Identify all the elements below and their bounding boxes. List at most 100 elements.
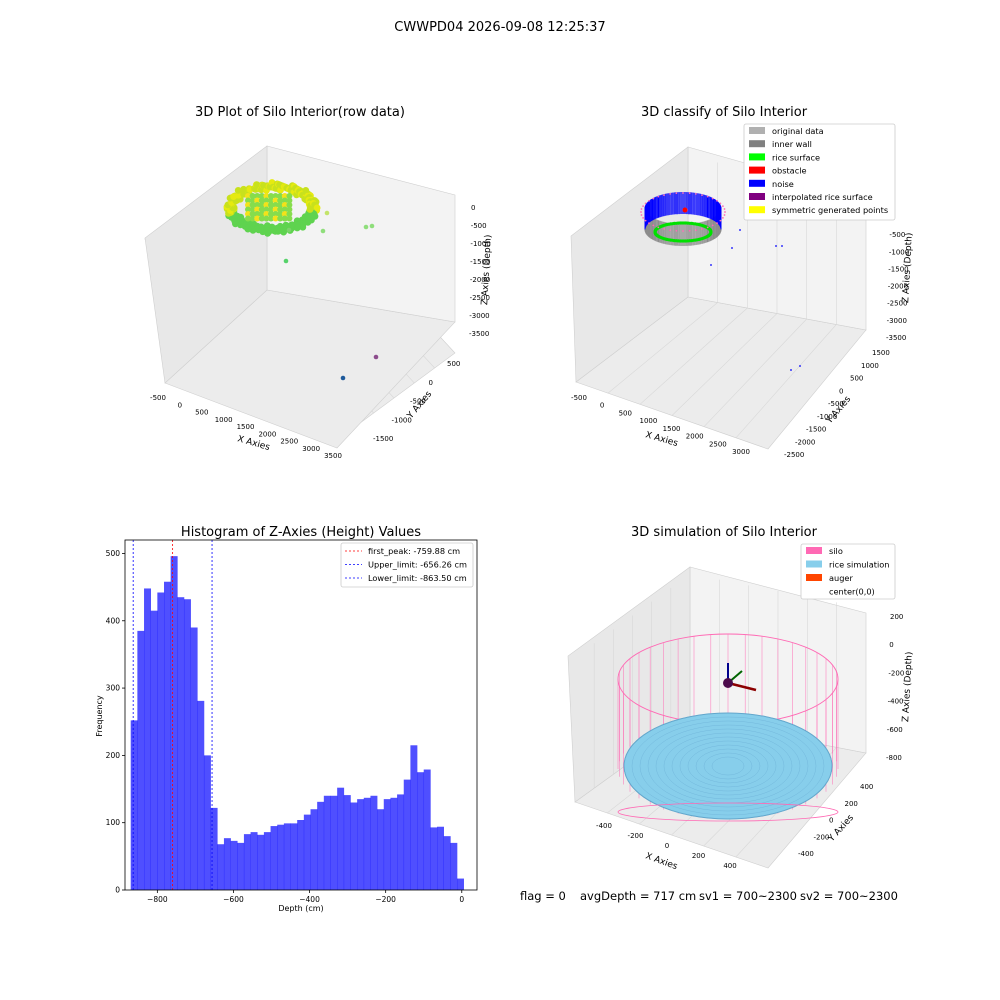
raw-data-point	[263, 215, 270, 222]
classify-noise-point	[799, 365, 801, 367]
histogram-bar	[383, 799, 391, 890]
raw-data-point	[245, 211, 251, 217]
classify-x-tick-label: 2000	[686, 433, 704, 441]
silo-bottom-rim	[617, 802, 839, 822]
histogram-bar	[250, 832, 258, 890]
raw-data-point	[272, 193, 279, 199]
raw-data-point	[281, 197, 288, 204]
classify-y-tick-label: -1000	[817, 413, 837, 421]
classify-y-tick-label: -500	[828, 400, 844, 408]
simulation-y-tick-label: -200	[814, 833, 830, 841]
classify-x-tick-label: 3000	[732, 448, 750, 456]
raw-data-point	[245, 206, 251, 213]
classify-z-tick-label: -1000	[889, 248, 909, 256]
classify-floor-grid	[639, 307, 748, 405]
classify-symmetric-point	[669, 193, 671, 195]
simulation-x-tick-label: -400	[596, 822, 612, 830]
classify-symmetric-point	[648, 199, 650, 202]
classify-symmetric-point	[688, 192, 691, 195]
histogram-bar	[390, 797, 398, 890]
histogram-bar	[150, 610, 158, 890]
raw-z-tick-label: -3500	[469, 330, 489, 338]
classify-y-tick-label: 1500	[872, 349, 890, 357]
histogram-bar	[177, 597, 185, 890]
histogram-panel: Histogram of Z-Axies (Height) Values −80…	[95, 525, 478, 913]
histogram-bar	[217, 844, 225, 890]
classify-symmetric-point	[642, 217, 644, 219]
raw-z-tick-label: -3000	[469, 312, 489, 320]
classify-symmetric-point	[722, 205, 724, 208]
raw-data-point	[263, 197, 270, 204]
classify-3d-panel: 3D classify of Silo Interior -500 0 500 100…	[570, 105, 915, 459]
histogram-bar	[137, 630, 145, 890]
status-line: flag = 0 avgDepth = 717 cm sv1 = 700~230…	[520, 889, 898, 903]
histogram-bar	[457, 878, 464, 890]
classify-legend-label: original data	[772, 126, 824, 136]
simulation-legend-label: silo	[829, 546, 843, 556]
classify-3d-title: 3D classify of Silo Interior	[641, 105, 808, 120]
histogram-bar	[197, 700, 205, 890]
histogram-legend-label: Lower_limit: -863.50 cm	[368, 573, 467, 583]
simulation-x-tick-label: 400	[723, 862, 736, 870]
classify-z-tick-label: -3500	[886, 334, 906, 342]
simulation-legend-label: auger	[829, 573, 853, 583]
classify-legend-frame	[743, 123, 896, 221]
raw-data-point	[254, 206, 261, 213]
histogram-bar	[223, 838, 231, 890]
classify-symmetric-point	[706, 195, 709, 198]
classify-symmetric-point	[640, 208, 643, 210]
raw-data-point	[272, 197, 279, 204]
raw-data-point	[258, 206, 265, 213]
raw-data-point	[268, 211, 274, 217]
histogram-bar	[410, 745, 418, 890]
raw-data-point	[268, 193, 274, 199]
rice-surface-mesh	[695, 748, 761, 784]
raw-z-tick-label: -2000	[470, 276, 490, 284]
classify-symmetric-point	[642, 205, 644, 208]
histogram-y-tick-label: 500	[106, 549, 121, 558]
classify-symmetric-point	[657, 226, 660, 229]
raw-z-tick-label: -500	[471, 222, 487, 230]
classify-noise-point	[775, 245, 777, 247]
rice-surface-mesh	[703, 752, 753, 780]
classify-symmetric-point	[640, 214, 643, 216]
center-marker	[723, 678, 733, 688]
classify-y-tick-label: 1000	[861, 362, 879, 370]
classify-x-tick-label: 2500	[709, 440, 727, 448]
classify-symmetric-point	[652, 197, 655, 200]
classify-y-tick-label: 0	[839, 387, 843, 395]
histogram-y-tick-label: 100	[106, 818, 121, 827]
classify-legend-swatch	[749, 140, 765, 148]
classify-noise-point	[710, 264, 712, 266]
histogram-y-tick-label: 300	[106, 684, 121, 693]
histogram-x-tick-label: −600	[223, 895, 244, 904]
simulation-legend-frame	[800, 543, 896, 600]
classify-floor-grid	[607, 302, 718, 394]
classify-symmetric-point	[675, 192, 678, 195]
histogram-bar	[270, 826, 278, 890]
raw-x-tick-label: 1500	[237, 423, 255, 431]
classify-legend-swatch	[749, 193, 765, 200]
classify-symmetric-point	[640, 211, 642, 213]
raw-data-point	[263, 211, 270, 217]
raw-outlier-point	[369, 223, 375, 229]
classify-symmetric-point	[669, 229, 671, 232]
raw-data-point	[258, 202, 265, 208]
rice-surface-mesh	[647, 724, 809, 808]
rice-surface-mesh	[671, 736, 785, 796]
classify-symmetric-point	[711, 197, 714, 200]
simulation-y-tick-label: 400	[860, 783, 873, 791]
classify-x-tick-label: 1000	[640, 417, 658, 425]
classify-y-tick-label: -1500	[806, 426, 826, 434]
raw-x-tick-label: 2500	[280, 438, 298, 446]
raw-outlier-point	[324, 210, 330, 216]
simulation-y-tick-label: 200	[845, 800, 858, 808]
figure-suptitle: CWWPD04 2026-09-08 12:25:37	[394, 20, 605, 35]
classify-symmetric-point	[675, 229, 678, 232]
histogram-bar	[397, 794, 405, 890]
raw-data-point	[277, 197, 284, 204]
classify-z-tick-label: -3000	[887, 317, 907, 325]
histogram-bar	[190, 627, 198, 890]
histogram-bar	[290, 823, 298, 890]
histogram-bar	[164, 581, 171, 890]
